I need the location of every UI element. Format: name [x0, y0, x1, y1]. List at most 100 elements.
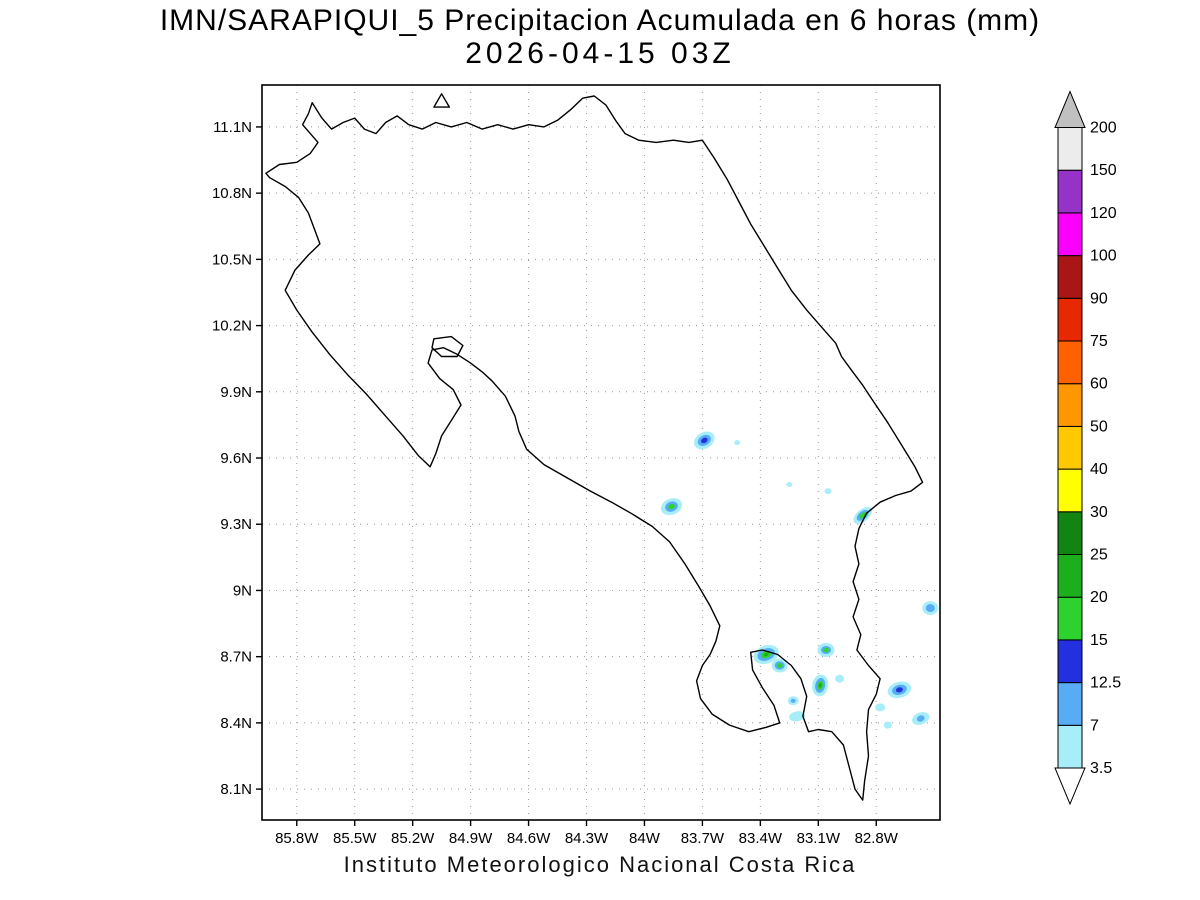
precip-cell [789, 711, 806, 722]
x-tick-label: 84.3W [565, 830, 609, 847]
colorbar-band-120 [1057, 169, 1083, 214]
colorbar-label-150: 150 [1090, 162, 1117, 179]
chart-subtitle: 2026-04-15 03Z [465, 37, 735, 70]
colorbar-band-3.5 [1057, 724, 1083, 769]
colorbar-over-arrow [1054, 90, 1086, 128]
colorbar-band-150 [1057, 127, 1083, 171]
colorbar-band-12.5 [1057, 639, 1083, 684]
precip-cells [660, 431, 939, 729]
precip-cell [824, 488, 832, 495]
precip-contour-level-20 [818, 683, 822, 688]
precip-cell [853, 506, 872, 524]
colorbar-band-90 [1057, 255, 1083, 299]
y-tick-label: 10.5N [212, 251, 252, 268]
grid: 85.8W 85.5W 85.2W 84.9W 84.6W 84.3W 84W 83.7W 83… [212, 85, 940, 847]
y-tick-label: 9.6N [220, 450, 252, 467]
precip-contour-level-15 [668, 503, 675, 510]
precip-cell [922, 601, 939, 616]
x-tick-label: 82.8W [855, 830, 899, 847]
colorbar-label-60: 60 [1090, 376, 1108, 393]
coastline-mainland [265, 95, 924, 801]
colorbar-label-20: 20 [1090, 589, 1108, 606]
plot-frame [261, 84, 941, 821]
precip-cell [883, 721, 892, 729]
colorbar-label-3.5: 3.5 [1090, 760, 1112, 777]
precip-contour-level-15 [776, 663, 783, 668]
precip-cell [911, 712, 930, 725]
precip-cell [875, 703, 886, 712]
colorbar-label-100: 100 [1090, 248, 1117, 265]
precip-contour-level-3.5 [883, 721, 892, 729]
chart-title: IMN/SARAPIQUI_5 Precipitacion Acumulada … [159, 4, 1041, 37]
precip-cell [835, 674, 845, 683]
coastline-chira-island [431, 335, 464, 358]
colorbar-label-15: 15 [1090, 632, 1108, 649]
colorbar: 3.5 7 12.5 15 20 25 30 40 50 60 75 90 100 120 150 200 [1054, 90, 1121, 806]
y-tick-label: 8.1N [220, 781, 252, 798]
colorbar-label-30: 30 [1090, 504, 1108, 521]
colorbar-band-60 [1057, 340, 1083, 385]
precip-cell [786, 482, 793, 487]
colorbar-label-120: 120 [1090, 205, 1117, 222]
x-tick-label: 84.9W [449, 830, 493, 847]
y-tick-label: 10.8N [212, 185, 252, 202]
precip-cell [734, 440, 741, 446]
y-tick-label: 8.7N [220, 649, 252, 666]
coastline [265, 93, 924, 801]
y-tick-label: 9N [233, 582, 252, 599]
colorbar-under-arrow [1054, 767, 1086, 806]
precip-contour-level-15 [859, 512, 867, 519]
precip-contour-level-3.5 [789, 711, 806, 722]
precip-contour-level-20 [763, 652, 769, 657]
colorbar-label-200: 200 [1090, 120, 1117, 137]
precip-cell [693, 431, 715, 450]
colorbar-label-50: 50 [1090, 418, 1108, 435]
y-tick-label: 10.2N [212, 318, 252, 335]
coastline-border-islet [433, 93, 451, 108]
colorbar-band-40 [1057, 425, 1083, 470]
colorbar-band-50 [1057, 383, 1083, 427]
precip-contour-level-15 [823, 647, 829, 653]
precip-cell [771, 658, 788, 673]
precip-contour-level-12.5 [895, 687, 903, 693]
colorbar-band-75 [1057, 297, 1083, 342]
precip-contour-level-3.5 [786, 482, 793, 487]
y-tick-label: 11.1N [213, 119, 252, 136]
colorbar-band-15 [1057, 596, 1083, 641]
y-tick-label: 9.3N [220, 516, 252, 533]
precip-contour-level-3.5 [835, 674, 845, 683]
colorbar-band-25 [1057, 511, 1083, 555]
x-tick-label: 85.2W [391, 830, 435, 847]
precip-contour-level-3.5 [875, 703, 886, 712]
x-tick-label: 85.8W [275, 830, 319, 847]
precip-cell [817, 643, 835, 657]
x-tick-label: 84.6W [507, 830, 551, 847]
precip-contour-level-3.5 [734, 440, 741, 446]
precip-cell [887, 681, 912, 699]
y-tick-label: 9.9N [220, 384, 252, 401]
chart-footer: Instituto Meteorologico Nacional Costa R… [343, 852, 857, 877]
colorbar-label-90: 90 [1090, 290, 1108, 307]
precip-contour-level-12.5 [701, 437, 708, 444]
colorbar-band-100 [1057, 212, 1083, 257]
colorbar-label-40: 40 [1090, 461, 1108, 478]
colorbar-label-7: 7 [1090, 717, 1099, 734]
precip-contour-level-7 [790, 698, 796, 703]
precip-cell [660, 498, 683, 516]
colorbar-band-7 [1057, 682, 1083, 726]
y-tick-label: 8.4N [220, 715, 252, 732]
precip-contour-level-7 [916, 715, 925, 722]
precip-contour-level-7 [925, 604, 935, 613]
colorbar-band-20 [1057, 554, 1083, 598]
precip-cell [812, 674, 829, 697]
colorbar-label-75: 75 [1090, 333, 1108, 350]
colorbar-band-30 [1057, 468, 1083, 513]
colorbar-label-25: 25 [1090, 547, 1108, 564]
x-tick-label: 83.4W [739, 830, 783, 847]
x-tick-label: 83.1W [797, 830, 841, 847]
colorbar-label-12.5: 12.5 [1090, 675, 1121, 692]
precip-cell [787, 696, 799, 706]
x-tick-label: 85.5W [333, 830, 377, 847]
